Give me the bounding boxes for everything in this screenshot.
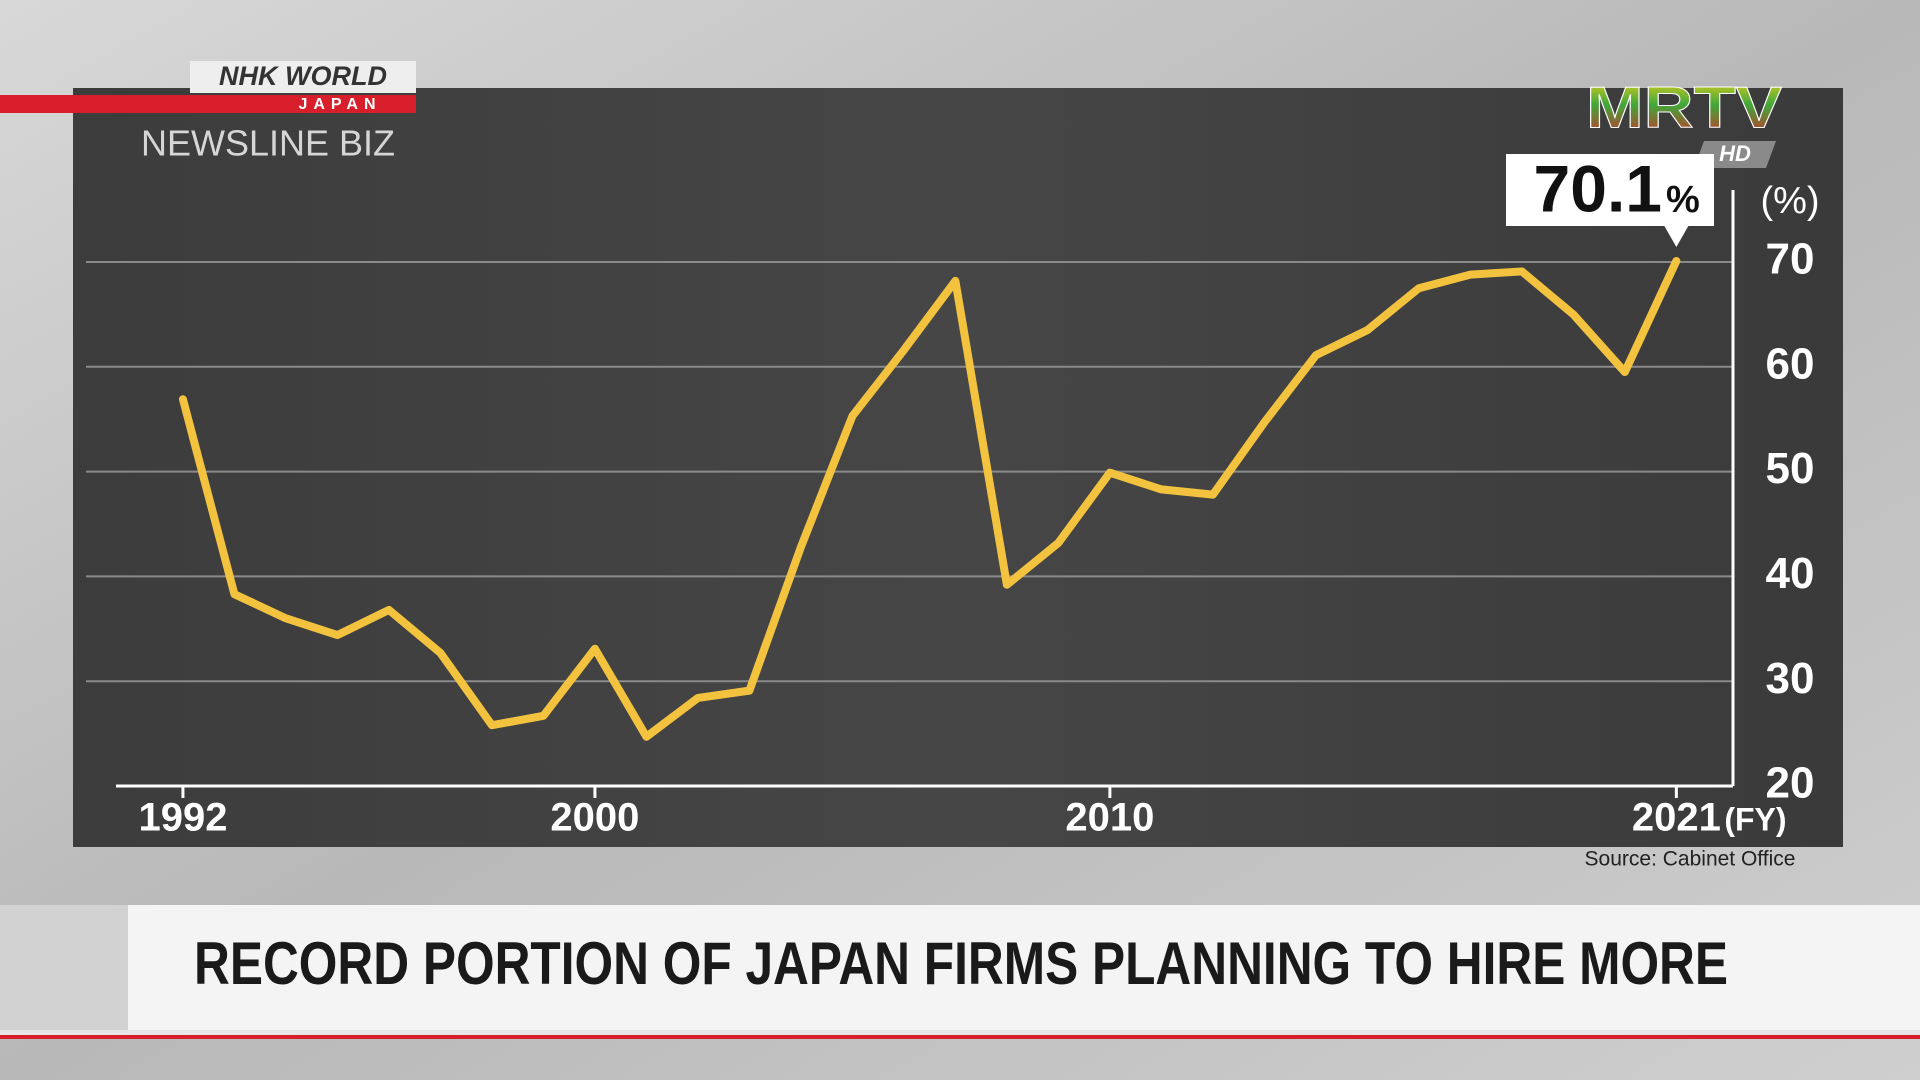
plot: 20 30 40 50 60 70 (%) 1992 2000 2010 2021 (FY) 70.1% (86, 151, 1820, 840)
y-tick-label: 50 (1766, 444, 1815, 493)
program-name: NEWSLINE BIZ (141, 123, 395, 164)
y-tick-label: 70 (1766, 235, 1815, 284)
channel-logo: MRTV (1586, 75, 1782, 140)
channel-badge: HD (1719, 141, 1751, 166)
lower-third-rule (0, 1035, 1920, 1039)
callout-box (1506, 154, 1714, 247)
lower-third-panel (128, 905, 1920, 1030)
source: Source: Cabinet Office (1585, 848, 1796, 871)
x-axis-label: (FY) (1724, 801, 1786, 837)
lower-third-side (0, 905, 128, 1030)
network-logo: NHK WORLD (219, 61, 387, 91)
y-tick-label: 30 (1766, 654, 1815, 703)
y-tick-label: 20 (1766, 759, 1815, 808)
y-axis-label: (%) (1760, 180, 1819, 222)
x-tick-label: 1992 (138, 796, 227, 840)
y-tick-label: 60 (1766, 339, 1815, 388)
network-sub: JAPAN (298, 96, 381, 113)
x-tick-label: 2010 (1065, 796, 1154, 840)
x-tick-label: 2021 (1632, 796, 1721, 840)
x-tick-label: 2000 (550, 796, 639, 840)
callout-value: 70.1 (1534, 151, 1662, 225)
network-bar (0, 95, 416, 113)
headline: RECORD PORTION OF JAPAN FIRMS PLANNING T… (194, 930, 1728, 997)
channel-badge-box (1694, 141, 1776, 168)
callout-unit: % (1666, 179, 1700, 221)
data-line (178, 256, 1681, 741)
network-logo-box (190, 61, 416, 93)
y-tick-label: 40 (1766, 549, 1815, 598)
